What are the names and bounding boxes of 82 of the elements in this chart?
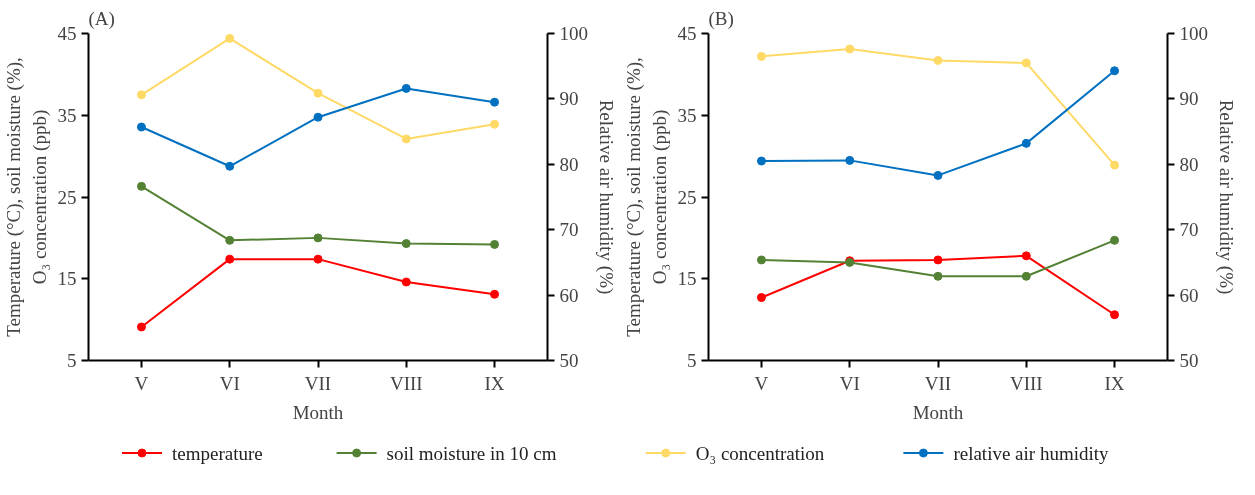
point bbox=[401, 277, 411, 287]
y2-tick-label: 50 bbox=[1179, 350, 1199, 371]
point bbox=[136, 122, 146, 132]
x-tick-label: VI bbox=[219, 372, 240, 394]
x-tick-label: VIII bbox=[1009, 372, 1043, 394]
x-axis-title: Month bbox=[912, 401, 964, 423]
point bbox=[225, 33, 235, 43]
point bbox=[756, 255, 766, 265]
point bbox=[490, 239, 500, 249]
y-tick-label: 25 bbox=[677, 186, 697, 208]
x-tick-label: VIII bbox=[389, 372, 423, 394]
chart-title: (A) bbox=[88, 7, 115, 30]
point bbox=[1110, 310, 1120, 320]
y2-tick-label: 80 bbox=[559, 153, 579, 175]
point bbox=[1021, 271, 1031, 281]
x-tick-label: VII bbox=[924, 372, 952, 394]
point bbox=[401, 83, 411, 93]
legend-label: relative air humidity bbox=[953, 442, 1110, 464]
y2-tick-label: 90 bbox=[1179, 88, 1199, 110]
x-tick-label: IX bbox=[1104, 372, 1125, 394]
chart-title: (B) bbox=[708, 7, 734, 30]
point bbox=[313, 233, 323, 243]
y2-tick-label: 70 bbox=[559, 219, 579, 241]
x-tick-label: V bbox=[754, 372, 769, 394]
point bbox=[845, 155, 855, 165]
point bbox=[136, 322, 146, 332]
point bbox=[490, 97, 500, 107]
y-tick-label: 45 bbox=[57, 23, 77, 44]
y-tick-label: 15 bbox=[57, 268, 77, 290]
point bbox=[313, 254, 323, 264]
x-tick-label: V bbox=[134, 372, 149, 394]
legend-label: temperature bbox=[172, 442, 263, 464]
point bbox=[933, 255, 943, 265]
point bbox=[401, 134, 411, 144]
point bbox=[845, 44, 855, 54]
point bbox=[225, 161, 235, 171]
y2-tick-label: 60 bbox=[1179, 284, 1199, 306]
y-axis-title: Temperature (°C), soil moisture (%), O₃ concentration (ppb) bbox=[623, 57, 671, 337]
x-axis-title: Month bbox=[292, 401, 344, 423]
point bbox=[490, 119, 500, 129]
y2-tick-label: 90 bbox=[559, 88, 579, 110]
y2-tick-label: 100 bbox=[559, 23, 588, 44]
point bbox=[756, 156, 766, 166]
y2-tick-label: 50 bbox=[559, 350, 579, 371]
point bbox=[933, 271, 943, 281]
y-axis-title: Temperature (°C), soil moisture (%), O₃ concentration (ppb) bbox=[3, 57, 51, 337]
legend-label: soil moisture in 10 cm bbox=[386, 442, 557, 464]
point bbox=[1021, 251, 1031, 261]
point bbox=[1021, 58, 1031, 68]
y-tick-label: 15 bbox=[677, 268, 697, 290]
y2-tick-label: 100 bbox=[1179, 23, 1208, 44]
point bbox=[1110, 235, 1120, 245]
point bbox=[136, 90, 146, 100]
y-tick-label: 5 bbox=[67, 350, 77, 371]
point bbox=[225, 254, 235, 264]
y-tick-label: 5 bbox=[687, 350, 697, 371]
y-tick-label: 35 bbox=[677, 104, 697, 126]
point bbox=[313, 88, 323, 98]
y2-tick-label: 80 bbox=[1179, 153, 1199, 175]
y2-axis-title: Relative air humidity (%) bbox=[1215, 99, 1237, 295]
point bbox=[1110, 160, 1120, 170]
point bbox=[756, 51, 766, 61]
point bbox=[1110, 66, 1120, 76]
x-tick-label: VI bbox=[839, 372, 860, 394]
y2-tick-label: 60 bbox=[559, 284, 579, 306]
point bbox=[933, 170, 943, 180]
y-tick-label: 25 bbox=[57, 186, 77, 208]
point bbox=[490, 289, 500, 299]
point bbox=[401, 239, 411, 249]
legend-label: O₃ concentration bbox=[695, 442, 825, 464]
y2-axis-title: Relative air humidity (%) bbox=[595, 99, 617, 295]
point bbox=[136, 181, 146, 191]
x-tick-label: IX bbox=[484, 372, 505, 394]
point bbox=[225, 235, 235, 245]
point bbox=[1021, 138, 1031, 148]
point bbox=[933, 55, 943, 65]
point bbox=[313, 112, 323, 122]
y-tick-label: 45 bbox=[677, 23, 697, 44]
point bbox=[756, 293, 766, 303]
x-tick-label: VII bbox=[304, 372, 332, 394]
y2-tick-label: 70 bbox=[1179, 219, 1199, 241]
y-tick-label: 35 bbox=[57, 104, 77, 126]
